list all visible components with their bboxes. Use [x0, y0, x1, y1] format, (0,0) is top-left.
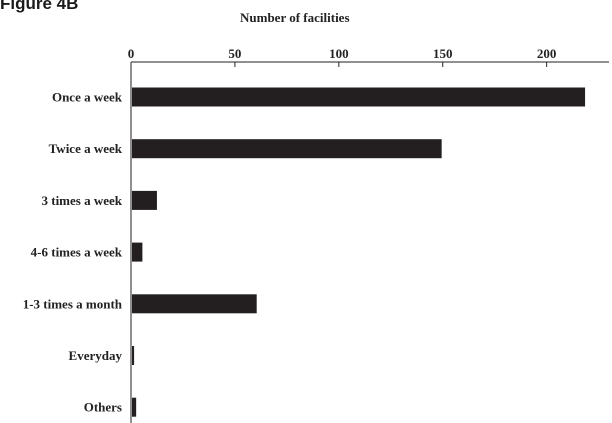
bar	[132, 190, 157, 210]
category-labels: Once a week Twice a week 3 times a week 4-6…	[23, 90, 123, 415]
category-label: Once a week	[52, 90, 123, 105]
category-label: 4-6 times a week	[31, 245, 123, 260]
figure-label: Figure 4B	[0, 0, 79, 13]
x-tick-label: 100	[329, 46, 349, 61]
category-label: Others	[84, 400, 122, 415]
bar	[132, 397, 137, 417]
bar	[132, 294, 257, 314]
category-label: 1-3 times a month	[23, 296, 123, 311]
x-ticks: 0 50 100 150 200	[128, 46, 557, 67]
category-label: 3 times a week	[41, 193, 122, 208]
x-tick-label: 200	[537, 46, 557, 61]
bar	[132, 346, 135, 365]
bars	[132, 87, 586, 417]
bar	[132, 87, 586, 107]
x-tick-label: 0	[128, 46, 135, 61]
bar	[132, 139, 442, 159]
bar	[132, 242, 143, 262]
category-label: Twice a week	[49, 141, 123, 156]
x-tick-label: 50	[228, 46, 241, 61]
chart-axes	[130, 61, 609, 423]
category-label: Everyday	[69, 348, 123, 363]
x-axis-title: Number of facilities	[240, 10, 350, 25]
x-tick-label: 150	[433, 46, 453, 61]
